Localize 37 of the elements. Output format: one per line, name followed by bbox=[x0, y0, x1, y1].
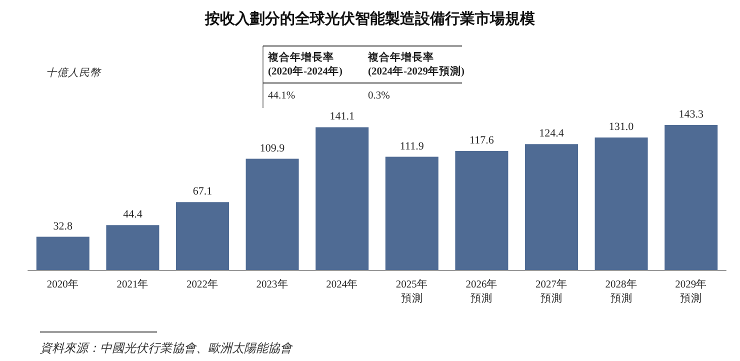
text: 0.3% bbox=[368, 90, 390, 102]
x-tick-label: 2027年預測 bbox=[536, 278, 568, 304]
bar bbox=[106, 225, 160, 270]
data-label: 111.9 bbox=[400, 140, 424, 152]
data-label: 44.4 bbox=[123, 208, 143, 221]
chart-title: 按收入劃分的全球光伏智能製造設備行業市場規模 bbox=[204, 10, 536, 28]
bar bbox=[525, 144, 578, 270]
bar bbox=[385, 156, 438, 270]
text: 44.1% bbox=[268, 90, 296, 102]
data-label: 117.6 bbox=[470, 134, 494, 147]
data-label: 67.1 bbox=[192, 186, 212, 198]
x-tick-label: 2028年預測 bbox=[605, 278, 638, 304]
data-label: 32.8 bbox=[53, 220, 74, 232]
bar bbox=[594, 137, 648, 270]
x-tick-label: 2025年預測 bbox=[396, 278, 428, 304]
bar bbox=[246, 158, 299, 270]
bar bbox=[455, 151, 508, 270]
x-tick-label: 2024年 bbox=[326, 278, 358, 290]
x-tick-label: 2023年 bbox=[256, 278, 288, 290]
x-tick-label: 2021年 bbox=[116, 278, 149, 290]
data-label: 143.3 bbox=[678, 108, 704, 120]
text: 複合年增長率 (2024年-2029年預測) bbox=[367, 50, 465, 78]
x-tick-label: 2022年 bbox=[186, 278, 218, 290]
data-label: 131.0 bbox=[608, 120, 634, 133]
text: 複合年增長率 (2020年-2024年) bbox=[267, 50, 343, 78]
bar bbox=[176, 202, 229, 270]
x-tick-label: 2026年預測 bbox=[466, 278, 498, 304]
data-label: 109.9 bbox=[260, 142, 286, 154]
source-note: 資料來源：中國光伏行業協會、歐洲太陽能協會 bbox=[40, 341, 293, 355]
data-label: 124.4 bbox=[539, 128, 564, 140]
bar bbox=[36, 236, 90, 270]
data-label: 141.1 bbox=[330, 110, 354, 123]
x-tick-label: 2029年預測 bbox=[675, 278, 708, 304]
bar bbox=[664, 125, 718, 270]
y-axis-title: 十億人民幣 bbox=[46, 67, 102, 79]
x-tick-label: 2020年 bbox=[46, 278, 79, 290]
bar bbox=[316, 127, 369, 270]
